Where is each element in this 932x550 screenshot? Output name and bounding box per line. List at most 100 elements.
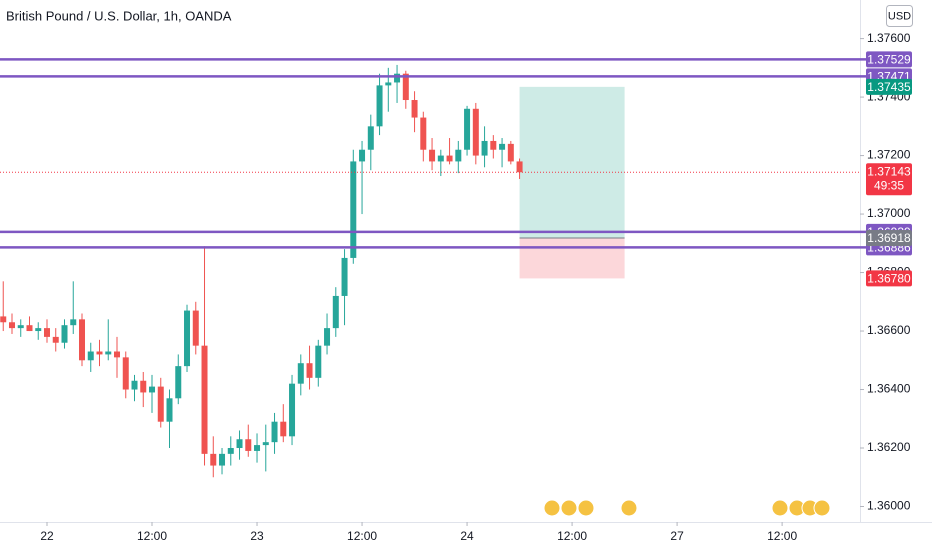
chart-title: British Pound / U.S. Dollar, 1h, OANDA bbox=[6, 8, 232, 23]
y-tick-label: 1.36200 bbox=[867, 440, 911, 454]
candle-body bbox=[429, 149, 436, 162]
entry-price-tag bbox=[866, 230, 912, 247]
target-price-label: 1.37435 bbox=[867, 80, 911, 94]
candle-body bbox=[17, 325, 24, 329]
candle-body bbox=[35, 328, 42, 332]
candle-body bbox=[70, 319, 77, 326]
candle-body bbox=[52, 336, 59, 343]
candle-body bbox=[385, 82, 392, 86]
candle-body bbox=[376, 85, 383, 127]
candle-body bbox=[227, 448, 234, 454]
candle-body bbox=[0, 316, 7, 323]
candle-body bbox=[219, 453, 226, 466]
candle-body bbox=[289, 383, 296, 437]
candle-body bbox=[490, 140, 497, 150]
candle-body bbox=[341, 257, 348, 296]
candle-body bbox=[280, 421, 287, 437]
stop-price-label: 1.36780 bbox=[867, 272, 911, 286]
candle-body bbox=[166, 398, 173, 422]
x-tick-label: 27 bbox=[670, 529, 684, 543]
candle-body bbox=[236, 439, 243, 449]
event-icon[interactable] bbox=[620, 499, 638, 517]
candle-body bbox=[437, 155, 444, 162]
candle-body bbox=[446, 155, 453, 162]
entry-price-label: 1.36918 bbox=[867, 231, 911, 245]
x-tick-label: 24 bbox=[460, 529, 474, 543]
target-price-tag bbox=[866, 78, 912, 95]
y-tick-label: 1.36000 bbox=[867, 499, 911, 513]
candle-body bbox=[464, 108, 471, 150]
candle-body bbox=[79, 319, 86, 361]
candle-body bbox=[245, 439, 252, 451]
y-tick-label: 1.36400 bbox=[867, 382, 911, 396]
event-icon[interactable] bbox=[543, 499, 561, 517]
loss-zone bbox=[519, 238, 625, 279]
candle-body bbox=[332, 295, 339, 329]
x-tick-label: 12:00 bbox=[767, 529, 797, 543]
current-price-label: 1.37143 bbox=[867, 164, 911, 178]
candle-body bbox=[481, 140, 488, 156]
candle-body bbox=[297, 363, 304, 384]
candle-body bbox=[516, 161, 523, 173]
candle-body bbox=[402, 73, 409, 101]
candle-body bbox=[411, 100, 418, 118]
candle-body bbox=[499, 143, 506, 150]
countdown-label: 49:35 bbox=[874, 178, 904, 192]
event-icons bbox=[543, 499, 831, 517]
y-tick-label: 1.37600 bbox=[867, 31, 911, 45]
candle-body bbox=[140, 380, 147, 393]
candle-body bbox=[472, 108, 479, 156]
stop-price-tag bbox=[866, 270, 912, 287]
candle-body bbox=[175, 366, 182, 399]
currency-button[interactable] bbox=[886, 5, 913, 27]
x-tick-label: 22 bbox=[40, 529, 54, 543]
current-price-tag bbox=[866, 163, 912, 196]
candle-body bbox=[8, 322, 15, 329]
candle-body bbox=[324, 328, 331, 346]
candle-body bbox=[350, 161, 357, 258]
x-tick-label: 12:00 bbox=[137, 529, 167, 543]
candle-body bbox=[131, 380, 138, 390]
candle-body bbox=[149, 386, 156, 393]
event-icon[interactable] bbox=[813, 499, 831, 517]
candle-body bbox=[455, 149, 462, 162]
profit-zone bbox=[519, 86, 625, 239]
candle-body bbox=[201, 345, 208, 454]
candle-body bbox=[114, 351, 121, 358]
candle-body bbox=[507, 143, 514, 162]
x-tick-label: 12:00 bbox=[557, 529, 587, 543]
candle-body bbox=[367, 126, 374, 150]
candle-body bbox=[192, 310, 199, 346]
candle-body bbox=[306, 363, 313, 378]
event-icon[interactable] bbox=[577, 499, 595, 517]
y-tick-label: 1.36600 bbox=[867, 323, 911, 337]
event-icon[interactable] bbox=[771, 499, 789, 517]
candle-body bbox=[96, 351, 103, 355]
candle-body bbox=[394, 73, 401, 83]
line-price-label: 1.37529 bbox=[867, 53, 911, 67]
currency-label: USD bbox=[888, 10, 911, 22]
candle-body bbox=[157, 386, 164, 422]
candle-body bbox=[26, 325, 33, 332]
line-price-tag bbox=[866, 51, 912, 68]
candle-body bbox=[105, 351, 112, 355]
candle-body bbox=[254, 445, 261, 451]
candle-body bbox=[271, 421, 278, 443]
x-tick-label: 23 bbox=[250, 529, 264, 543]
y-tick-label: 1.37000 bbox=[867, 206, 911, 220]
event-icon[interactable] bbox=[560, 499, 578, 517]
x-tick-label: 12:00 bbox=[347, 529, 377, 543]
candle-body bbox=[315, 345, 322, 378]
y-tick-label: 1.37200 bbox=[867, 148, 911, 162]
candle-body bbox=[122, 357, 129, 390]
candle-body bbox=[61, 325, 68, 343]
candle-body bbox=[43, 328, 50, 337]
candle-body bbox=[87, 351, 94, 361]
candle-body bbox=[262, 442, 269, 446]
candle-body bbox=[210, 453, 217, 466]
candle-body bbox=[184, 310, 191, 367]
candle-body bbox=[420, 117, 427, 150]
candle-body bbox=[359, 149, 366, 162]
